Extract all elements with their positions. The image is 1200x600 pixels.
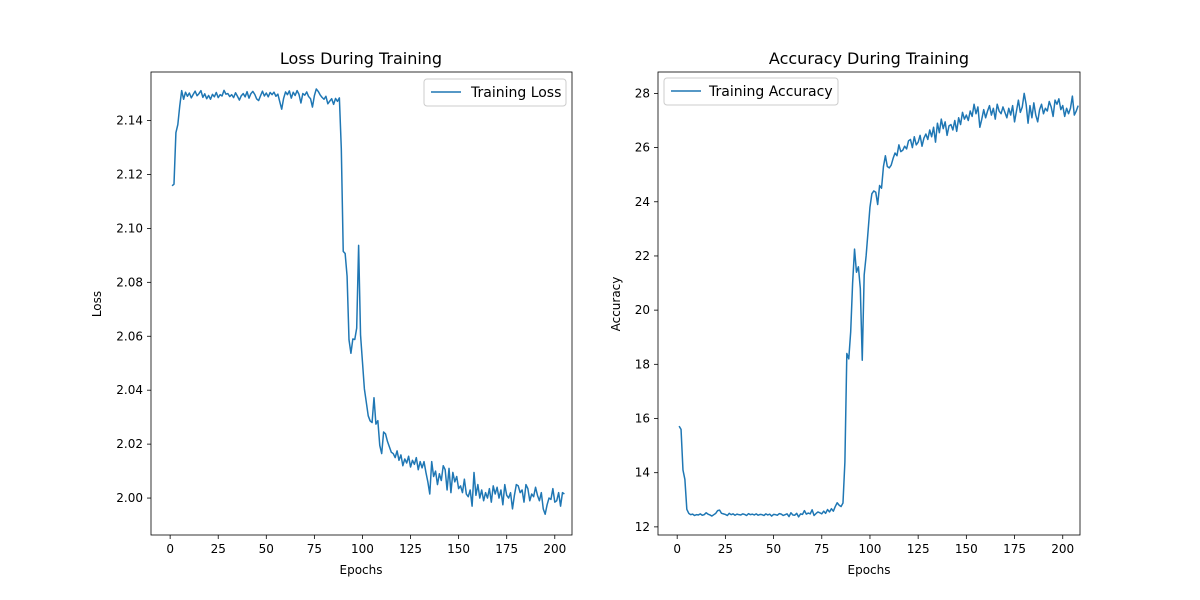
loss-y-tick-label: 2.00 <box>116 491 143 505</box>
accuracy-plot-frame <box>657 71 1081 536</box>
loss-y-label: Loss <box>90 291 104 317</box>
accuracy-x-axis: 0 25 50 75 100 125 150 175 200 <box>673 535 1074 556</box>
accuracy-y-tick-label: 14 <box>635 466 650 480</box>
loss-x-label: Epochs <box>340 563 383 577</box>
accuracy-x-tick-label: 0 <box>673 542 681 556</box>
loss-x-tick-label: 150 <box>447 542 470 556</box>
loss-chart: Loss During Training 0 25 50 75 100 125 150 175… <box>90 49 573 577</box>
loss-x-axis: 0 25 50 75 100 125 150 175 200 <box>166 535 566 556</box>
loss-y-tick-label: 2.12 <box>116 167 143 181</box>
training-loss-line <box>171 88 565 515</box>
accuracy-x-label: Epochs <box>848 563 891 577</box>
accuracy-x-tick-label: 75 <box>814 542 829 556</box>
accuracy-x-tick-label: 150 <box>955 542 978 556</box>
accuracy-legend: Training Accuracy <box>663 77 839 106</box>
accuracy-x-tick-label: 50 <box>766 542 781 556</box>
loss-x-tick-label: 175 <box>495 542 518 556</box>
accuracy-x-tick-label: 25 <box>718 542 733 556</box>
loss-plot-frame <box>150 71 573 536</box>
loss-x-tick-label: 125 <box>399 542 422 556</box>
loss-x-tick-label: 50 <box>259 542 274 556</box>
accuracy-y-tick-label: 26 <box>635 141 650 155</box>
loss-y-tick-label: 2.14 <box>116 114 143 128</box>
accuracy-y-tick-label: 16 <box>635 412 650 426</box>
accuracy-y-tick-label: 20 <box>635 303 650 317</box>
loss-x-tick-label: 0 <box>166 542 174 556</box>
accuracy-x-tick-label: 100 <box>859 542 882 556</box>
accuracy-y-tick-label: 24 <box>635 195 650 209</box>
accuracy-y-tick-label: 28 <box>635 86 650 100</box>
accuracy-y-tick-label: 18 <box>635 357 650 371</box>
loss-y-tick-label: 2.08 <box>116 275 143 289</box>
accuracy-x-tick-label: 125 <box>907 542 930 556</box>
loss-x-tick-label: 100 <box>351 542 374 556</box>
loss-y-tick-label: 2.04 <box>116 383 143 397</box>
loss-y-axis: 2.00 2.02 2.04 2.06 2.08 2.10 2.12 2.14 <box>116 114 151 505</box>
accuracy-legend-box <box>663 77 839 106</box>
accuracy-y-axis: 12 14 16 18 20 22 24 26 28 <box>635 86 658 534</box>
loss-legend-label: Training Loss <box>470 85 561 101</box>
loss-x-tick-label: 75 <box>307 542 322 556</box>
accuracy-y-tick-label: 12 <box>635 520 650 534</box>
loss-legend: Training Loss <box>423 78 567 107</box>
training-accuracy-line <box>678 92 1079 518</box>
loss-x-tick-label: 200 <box>543 542 566 556</box>
accuracy-chart: Accuracy During Training 0 25 50 75 100 125 15… <box>609 49 1081 577</box>
loss-y-tick-label: 2.10 <box>116 221 143 235</box>
loss-y-tick-label: 2.02 <box>116 437 143 451</box>
loss-y-tick-label: 2.06 <box>116 329 143 343</box>
accuracy-x-tick-label: 175 <box>1003 542 1026 556</box>
accuracy-chart-title: Accuracy During Training <box>769 49 969 68</box>
accuracy-x-tick-label: 200 <box>1051 542 1074 556</box>
loss-legend-box <box>423 78 567 107</box>
accuracy-y-tick-label: 22 <box>635 249 650 263</box>
loss-chart-title: Loss During Training <box>280 49 442 68</box>
loss-x-tick-label: 25 <box>211 542 226 556</box>
accuracy-y-label: Accuracy <box>609 277 623 332</box>
accuracy-legend-label: Training Accuracy <box>708 84 833 100</box>
